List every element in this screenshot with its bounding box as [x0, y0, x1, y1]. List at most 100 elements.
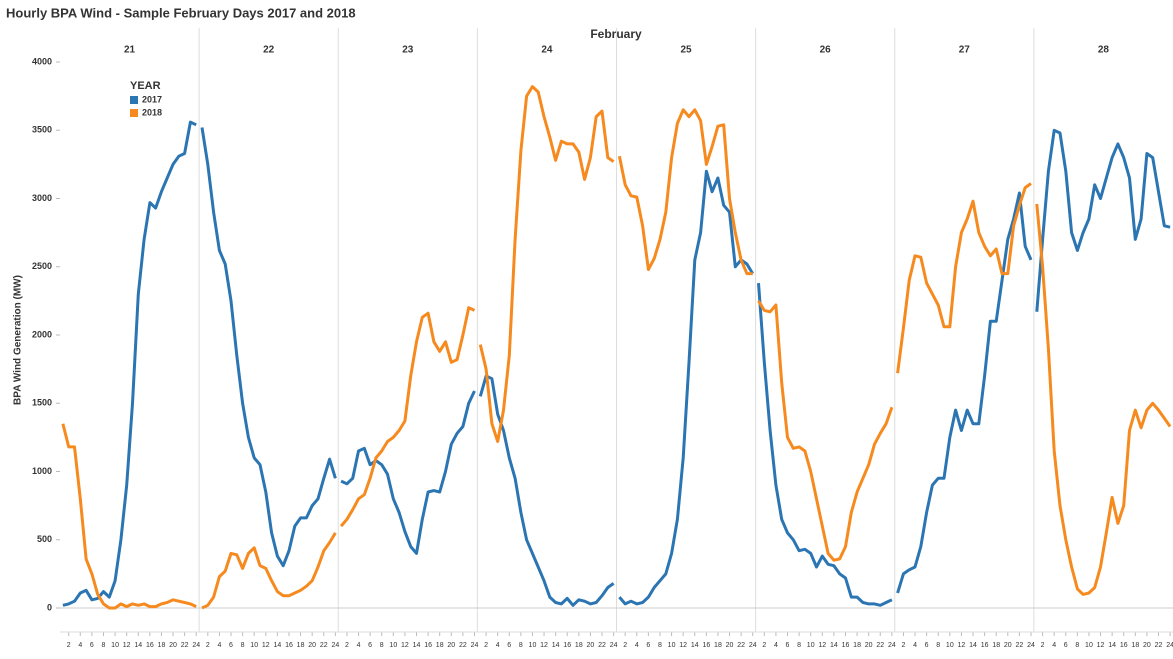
x-tick-label: 12 [679, 642, 687, 649]
x-tick-label: 6 [786, 642, 790, 649]
x-tick-label: 14 [273, 642, 281, 649]
group-tick-label: 22 [263, 45, 275, 56]
series-line [478, 85, 615, 443]
x-tick-label: 22 [459, 642, 467, 649]
x-tick-label: 10 [668, 642, 676, 649]
x-tick-label: 22 [876, 642, 884, 649]
x-tick-label: 4 [1052, 642, 1056, 649]
x-tick-label: 22 [1155, 642, 1163, 649]
x-tick-label: 10 [946, 642, 954, 649]
x-tick-label: 8 [102, 642, 106, 649]
x-tick-label: 12 [262, 642, 270, 649]
x-tick-label: 4 [78, 642, 82, 649]
legend-label: 2017 [142, 94, 162, 104]
x-tick-label: 18 [992, 642, 1000, 649]
series-line [1035, 203, 1172, 596]
x-tick-label: 16 [981, 642, 989, 649]
group-tick-label: 26 [820, 45, 832, 56]
x-tick-label: 6 [1064, 642, 1068, 649]
x-tick-label: 18 [158, 642, 166, 649]
x-tick-label: 16 [1120, 642, 1128, 649]
x-tick-label: 18 [853, 642, 861, 649]
x-tick-label: 4 [913, 642, 917, 649]
x-tick-label: 16 [842, 642, 850, 649]
series-line [339, 306, 476, 528]
x-tick-label: 8 [936, 642, 940, 649]
x-tick-label: 2 [345, 642, 349, 649]
series-line [201, 532, 337, 610]
y-tick-label: 0 [47, 602, 52, 612]
x-tick-label: 18 [297, 642, 305, 649]
x-tick-label: 12 [540, 642, 548, 649]
x-tick-label: 24 [749, 642, 757, 649]
group-tick-label: 25 [681, 45, 693, 56]
x-tick-label: 10 [529, 642, 537, 649]
x-tick-label: 24 [471, 642, 479, 649]
x-tick-label: 6 [229, 642, 233, 649]
x-tick-label: 14 [969, 642, 977, 649]
x-tick-label: 8 [241, 642, 245, 649]
x-tick-label: 8 [797, 642, 801, 649]
group-tick-label: 27 [959, 45, 971, 56]
x-tick-label: 18 [1131, 642, 1139, 649]
x-tick-label: 12 [958, 642, 966, 649]
x-tick-label: 22 [737, 642, 745, 649]
x-tick-label: 4 [774, 642, 778, 649]
x-tick-label: 20 [1004, 642, 1012, 649]
x-tick-label: 24 [1027, 642, 1035, 649]
x-tick-label: 8 [519, 642, 523, 649]
y-tick-label: 3500 [32, 125, 52, 135]
x-tick-label: 12 [1097, 642, 1105, 649]
x-tick-label: 14 [552, 642, 560, 649]
x-tick-label: 6 [925, 642, 929, 649]
x-tick-label: 10 [1085, 642, 1093, 649]
series-line [200, 127, 337, 568]
series-line [618, 169, 754, 606]
x-tick-label: 6 [507, 642, 511, 649]
x-tick-label: 10 [250, 642, 258, 649]
x-tick-label: 20 [587, 642, 595, 649]
x-tick-label: 2 [206, 642, 210, 649]
x-tick-label: 2 [67, 642, 71, 649]
x-tick-label: 22 [1015, 642, 1023, 649]
legend-label: 2018 [142, 107, 162, 117]
series-line [896, 182, 1032, 374]
x-tick-label: 2 [484, 642, 488, 649]
x-tick-label: 18 [436, 642, 444, 649]
x-tick-label: 24 [331, 642, 339, 649]
x-tick-label: 20 [308, 642, 316, 649]
x-tick-label: 2 [901, 642, 905, 649]
x-tick-label: 22 [320, 642, 328, 649]
series-line [478, 374, 615, 607]
x-tick-label: 4 [357, 642, 361, 649]
x-tick-label: 12 [818, 642, 826, 649]
x-tick-label: 4 [496, 642, 500, 649]
series-line [617, 108, 753, 276]
series-line [1035, 128, 1171, 312]
x-tick-label: 2 [1041, 642, 1045, 649]
y-tick-label: 1500 [32, 398, 52, 408]
x-tick-label: 14 [830, 642, 838, 649]
x-tick-label: 24 [888, 642, 896, 649]
x-tick-label: 14 [691, 642, 699, 649]
x-tick-label: 10 [111, 642, 119, 649]
x-tick-label: 24 [610, 642, 618, 649]
x-tick-label: 4 [217, 642, 221, 649]
x-tick-label: 16 [285, 642, 293, 649]
x-tick-label: 20 [447, 642, 455, 649]
x-tick-label: 8 [380, 642, 384, 649]
y-tick-label: 3000 [32, 193, 52, 203]
x-tick-label: 6 [90, 642, 94, 649]
chart-title: Hourly BPA Wind - Sample February Days 2… [6, 5, 356, 20]
group-tick-label: 28 [1098, 45, 1110, 56]
x-tick-label: 6 [368, 642, 372, 649]
x-tick-label: 24 [1166, 642, 1173, 649]
series-line [757, 282, 893, 607]
series-line [62, 120, 197, 607]
x-tick-label: 22 [181, 642, 189, 649]
x-tick-label: 10 [807, 642, 815, 649]
x-tick-label: 20 [726, 642, 734, 649]
y-axis-label: BPA Wind Generation (MW) [13, 275, 24, 405]
x-tick-label: 6 [646, 642, 650, 649]
